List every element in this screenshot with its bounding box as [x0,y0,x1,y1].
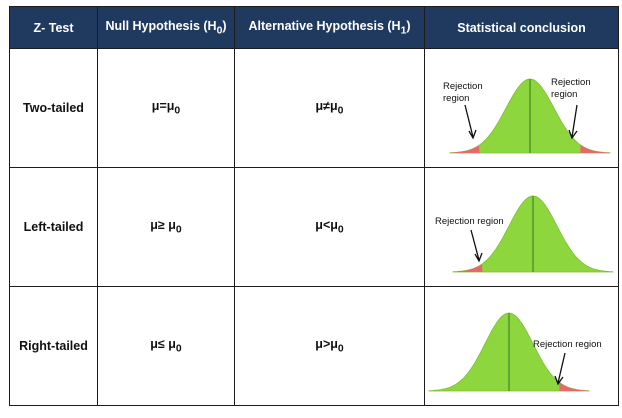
table-row-two-tailed: Two-tailed μ=μ0 μ≠μ0 Rejection region Re… [9,48,619,168]
statistical-conclusion: Rejection region Rejection region [424,48,619,168]
rejection-label: Rejection region [533,339,602,350]
header-z-test: Z- Test [9,6,98,49]
right-tailed-curve-diagram: Rejection region [428,312,602,392]
header-statistical-conclusion: Statistical conclusion [424,6,619,49]
two-tailed-curve-diagram: Rejection region Rejection region [443,77,611,154]
left-tailed-curve-diagram: Rejection region [435,195,614,273]
z-test-table: Z- Test Null Hypothesis (H0) Alternative… [9,6,619,406]
statistical-conclusion: Rejection region [424,167,619,287]
alternative-hypothesis: μ>μ0 [234,286,425,406]
rejection-region-right [580,144,610,153]
statistical-conclusion: Rejection region [424,286,619,406]
arrow-right-icon [568,104,578,140]
null-hypothesis: μ≤ μ0 [97,286,235,406]
alternative-hypothesis: μ≠μ0 [234,48,425,168]
table-row-right-tailed: Right-tailed μ≤ μ0 μ>μ0 Rejection region [9,286,619,406]
header-row: Z- Test Null Hypothesis (H0) Alternative… [9,6,619,49]
test-name: Right-tailed [9,286,98,406]
rejection-label-left-line2: region [443,93,469,104]
header-null-hypothesis: Null Hypothesis (H0) [97,6,235,49]
rejection-label-left-line1: Rejection [443,81,483,92]
null-hypothesis: μ=μ0 [97,48,235,168]
rejection-region-right [559,382,589,391]
arrow-down-icon [470,229,483,263]
rejection-region-left [450,145,480,153]
header-alternative-hypothesis: Alternative Hypothesis (H1) [234,6,425,49]
rejection-region-left [453,264,483,272]
arrow-left-icon [464,104,477,140]
null-hypothesis: μ≥ μ0 [97,167,235,287]
arrow-down-icon [554,352,566,386]
alternative-hypothesis: μ<μ0 [234,167,425,287]
rejection-label-right-line2: region [551,89,577,100]
test-name: Left-tailed [9,167,98,287]
rejection-label-right-line1: Rejection [551,77,591,88]
rejection-label: Rejection region [435,216,504,227]
table-row-left-tailed: Left-tailed μ≥ μ0 μ<μ0 Rejection region [9,167,619,287]
test-name: Two-tailed [9,48,98,168]
